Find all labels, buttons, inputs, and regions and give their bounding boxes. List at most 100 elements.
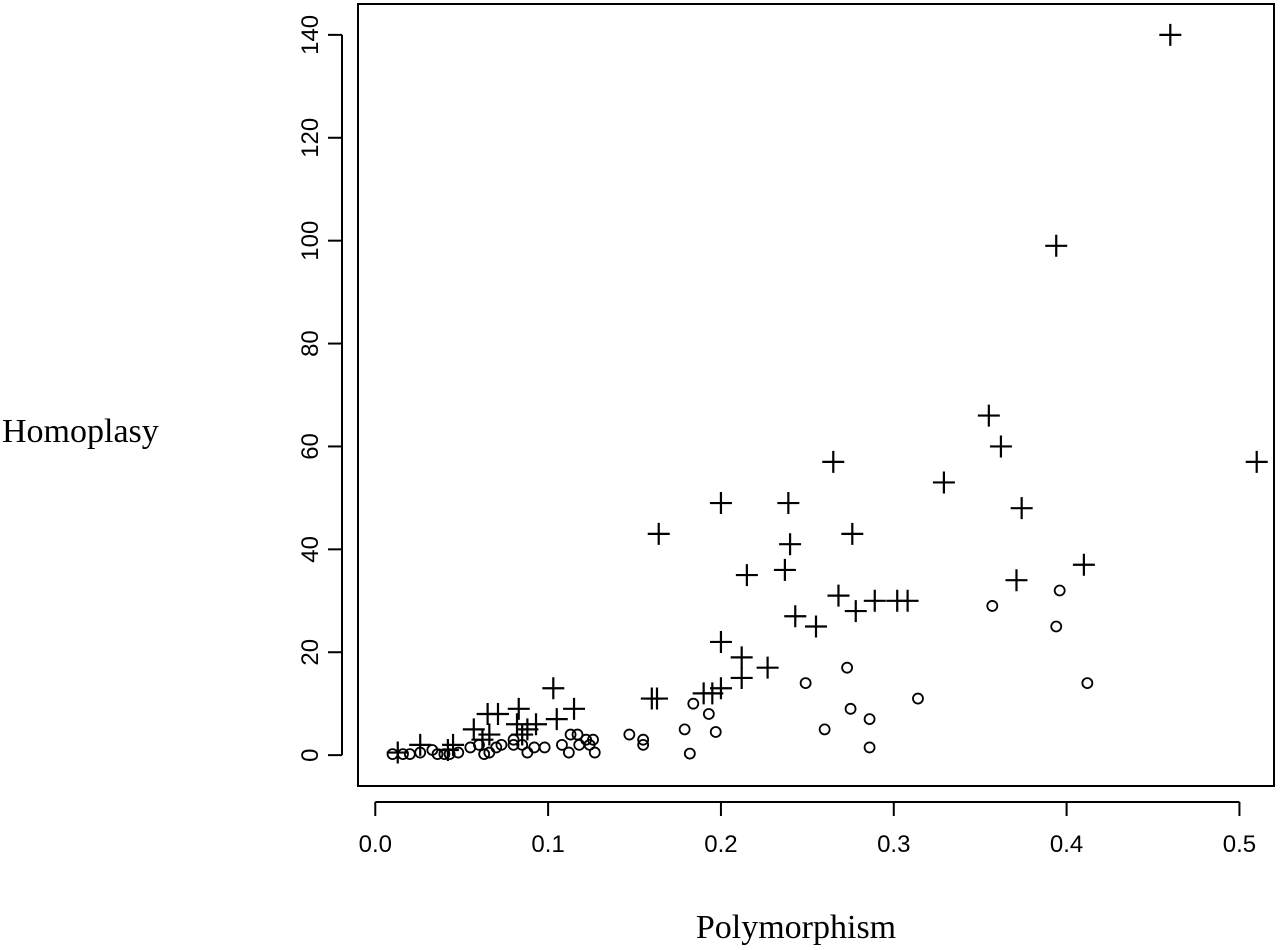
circle-point: [478, 748, 491, 761]
circle-point: [709, 726, 722, 738]
circle-point: [507, 733, 520, 746]
plus-point: [486, 702, 509, 725]
circle-point: [678, 723, 691, 736]
x-tick-label: 0.0: [359, 831, 392, 858]
circle-point: [799, 677, 812, 690]
plus-point: [822, 450, 845, 473]
circle-point: [528, 741, 541, 754]
plus-point: [896, 589, 919, 612]
plus-point: [506, 713, 529, 736]
plus-point: [1045, 234, 1068, 257]
plus-point: [779, 533, 802, 556]
plus-point: [647, 522, 670, 545]
plus-point: [709, 677, 732, 700]
circle-point: [495, 738, 508, 751]
y-tick-label: 40: [297, 536, 324, 563]
plus-point: [409, 733, 432, 756]
circle-point: [912, 692, 924, 705]
plus-point: [516, 718, 539, 741]
y-tick-label: 0: [297, 748, 324, 761]
plus-point: [1072, 553, 1095, 576]
circle-point: [844, 702, 857, 715]
circle-point: [431, 748, 444, 761]
circle-point: [637, 738, 650, 751]
circle-series: [386, 584, 1094, 761]
y-tick-label: 120: [297, 118, 324, 158]
circle-point: [1081, 677, 1094, 690]
circle-point: [588, 746, 601, 759]
circle-point: [863, 741, 876, 754]
plus-point: [827, 584, 850, 607]
y-axis-title: Homoplasy: [2, 413, 159, 450]
plus-point: [1159, 23, 1182, 46]
circle-point: [438, 748, 451, 761]
x-axis: 0.0 0.1 0.2 0.3 0.4 0.5: [359, 801, 1256, 858]
plus-point: [977, 404, 1000, 427]
plus-point: [863, 589, 886, 612]
circle-point: [397, 748, 409, 761]
plus-point: [773, 558, 796, 581]
plus-point: [709, 630, 732, 653]
circle-point: [562, 746, 575, 759]
circle-point: [841, 661, 854, 674]
circle-point: [623, 728, 636, 741]
plus-point: [709, 492, 732, 515]
plus-point: [1010, 497, 1033, 520]
circle-point: [1053, 584, 1066, 597]
plus-point: [462, 718, 485, 741]
circle-point: [683, 747, 696, 760]
circle-point: [403, 748, 416, 761]
circle-point: [507, 738, 520, 751]
x-tick-label: 0.3: [877, 831, 910, 858]
plus-point: [932, 471, 955, 494]
circle-point: [521, 746, 534, 759]
circle-point: [986, 600, 999, 612]
plus-point: [701, 682, 724, 705]
x-tick-label: 0.5: [1223, 831, 1256, 858]
y-tick-label: 60: [297, 433, 324, 460]
plus-point: [545, 708, 568, 731]
plus-point: [730, 666, 753, 689]
circle-point: [818, 723, 831, 736]
circle-point: [556, 738, 568, 751]
plus-point: [525, 713, 548, 736]
plus-point: [730, 646, 753, 669]
plot-frame: [357, 3, 1275, 787]
circle-point: [587, 733, 599, 746]
plus-point: [841, 522, 864, 545]
plus-point: [1245, 450, 1268, 473]
circle-point: [538, 741, 551, 754]
y-tick-label: 100: [297, 221, 324, 261]
plus-point: [1005, 569, 1028, 592]
x-tick-label: 0.2: [704, 831, 737, 858]
circle-point: [414, 746, 427, 759]
plus-point: [989, 435, 1012, 458]
plus-point: [784, 605, 807, 628]
x-axis-title: Polymorphism: [696, 909, 896, 946]
y-tick-label: 140: [297, 15, 324, 55]
plus-point: [756, 656, 779, 679]
plus-point: [735, 564, 758, 587]
circle-point: [1050, 620, 1063, 633]
y-tick-label: 20: [297, 639, 324, 666]
plus-point: [478, 723, 501, 746]
circle-point: [386, 748, 399, 761]
plus-point: [542, 677, 565, 700]
plus-point: [645, 687, 668, 710]
x-tick-label: 0.1: [531, 831, 564, 858]
circle-point: [573, 738, 586, 751]
plus-series: [386, 23, 1268, 764]
plus-point: [777, 492, 800, 515]
circle-point: [443, 748, 456, 761]
circle-point: [564, 728, 577, 741]
plus-point: [805, 615, 827, 638]
circle-point: [473, 738, 485, 751]
plus-point: [563, 697, 586, 720]
y-axis: 0 20 40 60 80 100 120 140: [297, 15, 343, 762]
circle-point: [702, 708, 715, 720]
circle-point: [863, 713, 876, 726]
circle-point: [637, 733, 650, 746]
y-tick-label: 80: [297, 330, 324, 357]
x-tick-label: 0.4: [1050, 831, 1083, 858]
